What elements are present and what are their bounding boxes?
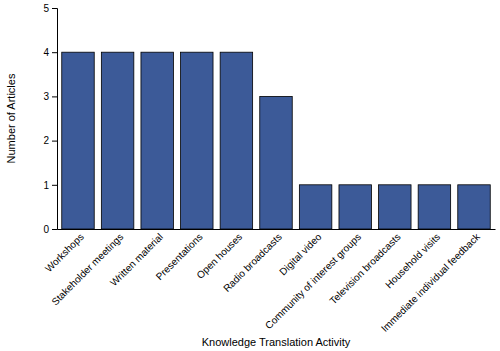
y-tick-mark: [52, 141, 57, 142]
y-tick-mark: [52, 52, 57, 53]
y-axis-title: Number of Articles: [5, 73, 17, 163]
x-tick: Television broadcasts: [327, 229, 402, 306]
bars: [62, 52, 490, 229]
y-tick: 3: [43, 91, 57, 102]
y-tick-label: 5: [43, 3, 49, 14]
x-tick-label: Radio broadcasts: [221, 231, 284, 294]
y-tick-mark: [52, 8, 57, 9]
x-tick: Radio broadcasts: [221, 229, 284, 294]
y-tick-mark: [52, 96, 57, 97]
x-axis: WorkshopsStakeholder meetingsWritten mat…: [43, 229, 496, 334]
x-tick-label: Immediate individual feedback: [379, 230, 483, 334]
y-tick: 1: [43, 180, 57, 191]
x-tick: Written material: [108, 229, 165, 288]
x-tick: Workshops: [43, 229, 86, 274]
bar: [418, 185, 450, 229]
bar: [260, 96, 292, 229]
x-tick-label: Written material: [108, 231, 165, 288]
x-tick-label: Workshops: [43, 231, 86, 274]
x-axis-line: [58, 229, 496, 230]
y-tick-label: 0: [43, 224, 49, 235]
x-tick-label: Television broadcasts: [327, 231, 402, 306]
bar: [458, 185, 490, 229]
bar: [299, 185, 331, 229]
bar: [101, 52, 133, 229]
bar: [379, 185, 411, 229]
y-axis-line: [52, 9, 58, 230]
y-tick: 5: [43, 3, 57, 14]
x-tick-label: Stakeholder meetings: [49, 231, 125, 307]
y-tick-label: 4: [43, 47, 49, 58]
x-tick: Stakeholder meetings: [49, 229, 125, 307]
y-axis: 0 1 2 3 4 5: [43, 3, 57, 235]
y-tick-label: 3: [43, 91, 49, 102]
y-tick: 4: [43, 47, 57, 58]
bar: [62, 52, 94, 229]
y-tick-mark: [52, 229, 57, 230]
chart: 0 1 2 3 4 5 WorkshopsStakeholder meetingsWritt…: [0, 0, 500, 351]
bar: [181, 52, 213, 229]
y-tick-label: 2: [43, 135, 49, 146]
bar: [141, 52, 173, 229]
y-tick-label: 1: [43, 180, 49, 191]
bar: [220, 52, 252, 229]
x-tick: Immediate individual feedback: [379, 229, 483, 334]
y-tick-mark: [52, 185, 57, 186]
x-axis-title: Knowledge Translation Activity: [202, 336, 351, 348]
y-tick: 2: [43, 135, 57, 146]
y-tick: 0: [43, 224, 57, 235]
bar: [339, 185, 371, 229]
